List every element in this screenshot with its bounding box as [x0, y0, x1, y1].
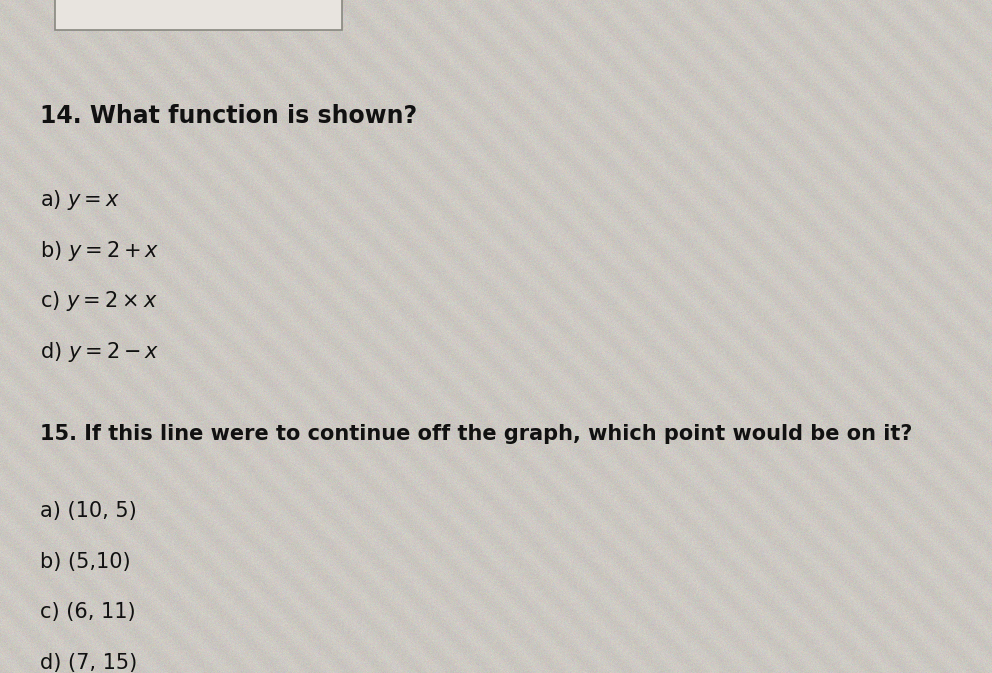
- FancyBboxPatch shape: [55, 0, 342, 30]
- Text: c) $y = 2 \times x$: c) $y = 2 \times x$: [40, 289, 158, 314]
- Text: a) (10, 5): a) (10, 5): [40, 501, 137, 522]
- Text: 15. If this line were to continue off the graph, which point would be on it?: 15. If this line were to continue off th…: [40, 424, 912, 444]
- Text: c) (6, 11): c) (6, 11): [40, 602, 135, 623]
- Text: 14. What function is shown?: 14. What function is shown?: [40, 104, 417, 129]
- Text: b) (5,10): b) (5,10): [40, 552, 130, 572]
- Text: d) $y = 2 - x$: d) $y = 2 - x$: [40, 340, 159, 364]
- Text: d) (7, 15): d) (7, 15): [40, 653, 137, 673]
- Text: a) $y = x$: a) $y = x$: [40, 188, 120, 213]
- Text: b) $y = 2 + x$: b) $y = 2 + x$: [40, 239, 159, 263]
